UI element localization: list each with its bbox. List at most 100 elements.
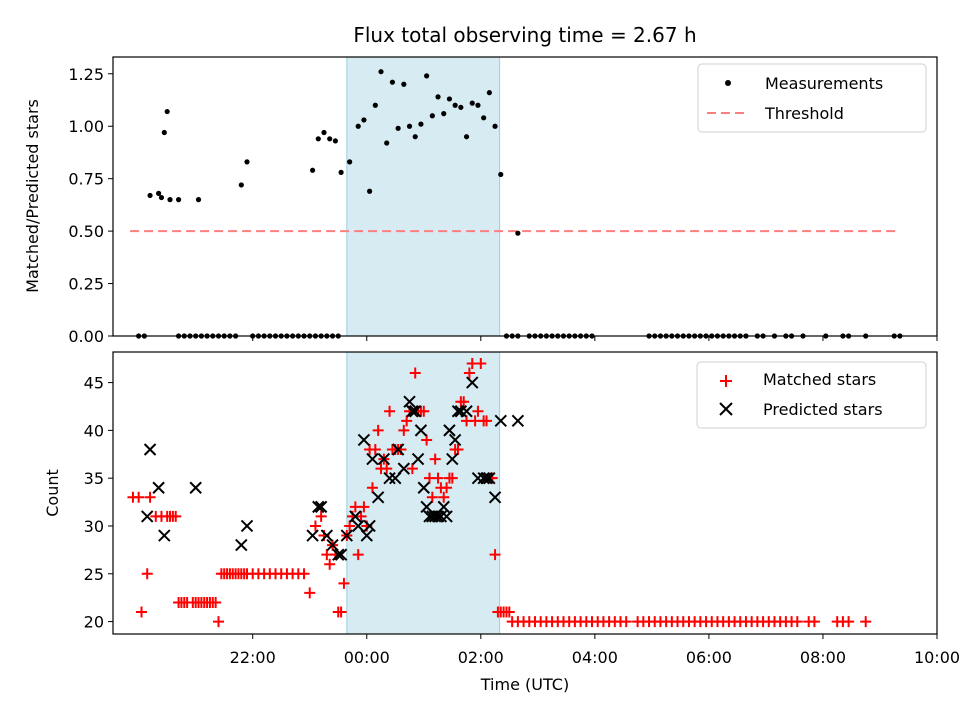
measurement-point <box>161 129 167 136</box>
predicted-star-point <box>332 548 345 561</box>
measurement-point <box>481 115 487 121</box>
matched-star-point <box>144 491 156 503</box>
legend-matched-label: Matched stars <box>763 370 876 389</box>
predicted-star-point <box>189 481 202 494</box>
matched-star-point <box>384 405 396 417</box>
predicted-star-point <box>334 548 348 561</box>
measurement-point <box>244 159 250 165</box>
matched-star-point <box>401 415 413 427</box>
predicted-star-point <box>494 414 507 428</box>
predicted-star-point <box>141 510 154 523</box>
predicted-star-point <box>235 538 248 552</box>
measurement-point <box>195 197 202 203</box>
measurement-point <box>164 108 170 115</box>
matched-star-point <box>358 501 370 513</box>
predicted-star-point <box>349 510 362 523</box>
matched-star-point <box>304 587 316 599</box>
bottom-ytick-label: 45 <box>84 374 104 393</box>
predicted-star-point <box>406 405 419 418</box>
bottom-xtick-label: 04:00 <box>572 648 618 667</box>
bottom-y-axis-label: Count <box>43 469 62 517</box>
predicted-star-point <box>143 443 157 456</box>
matched-star-point <box>438 491 450 503</box>
predicted-star-point <box>152 481 165 494</box>
predicted-star-point <box>366 452 379 466</box>
bottom-xtick-label: 22:00 <box>230 648 276 667</box>
matched-star-point <box>170 510 182 522</box>
top-y-ticks: 0.00 0.25 0.50 0.75 1.00 1.25 <box>68 65 113 346</box>
bottom-xtick-label: 08:00 <box>800 648 846 667</box>
matched-star-point <box>475 357 487 369</box>
matched-star-point <box>481 415 493 427</box>
predicted-star-point <box>363 519 376 533</box>
measurement-point <box>486 90 492 96</box>
predicted-star-point <box>446 452 459 466</box>
top-observing-span <box>346 56 501 337</box>
measurement-point <box>238 182 244 188</box>
measurement-point <box>498 171 504 178</box>
matched-star-point <box>472 405 484 417</box>
measurement-point <box>321 129 327 136</box>
measurement-point <box>458 104 464 110</box>
top-ytick-label: 0.25 <box>68 275 104 294</box>
matched-star-point <box>429 453 441 465</box>
predicted-stars-points <box>141 376 525 561</box>
bottom-xtick-label: 02:00 <box>458 648 504 667</box>
matched-star-point <box>335 606 347 618</box>
top-ytick-label: 0.00 <box>68 327 104 346</box>
predicted-star-point <box>440 510 453 523</box>
predicted-star-point <box>240 519 254 533</box>
measurement-point <box>463 134 470 140</box>
measurement-point <box>361 117 367 123</box>
matched-star-point <box>860 616 872 628</box>
measurement-points <box>147 69 521 236</box>
matched-star-point <box>133 491 145 503</box>
matched-star-point <box>409 367 421 379</box>
predicted-star-point <box>437 500 450 514</box>
predicted-star-point <box>434 510 448 523</box>
legend-predicted-label: Predicted stars <box>763 400 883 419</box>
predicted-star-point <box>158 529 171 542</box>
measurement-point <box>315 136 321 142</box>
predicted-star-point <box>312 500 325 514</box>
predicted-star-point <box>383 471 396 485</box>
bottom-x-ticks: 22:00 00:00 02:00 04:00 06:00 08:00 10:00 <box>230 634 960 667</box>
matched-star-point <box>366 482 378 494</box>
predicted-star-point <box>403 395 416 408</box>
top-y-axis-label: Matched/Predicted stars <box>23 99 42 293</box>
matched-star-point <box>210 596 222 608</box>
matched-star-point <box>344 520 356 532</box>
measurement-point <box>469 100 475 106</box>
matched-star-point <box>381 463 393 475</box>
matched-star-point <box>315 510 327 522</box>
top-ytick-label: 0.50 <box>68 222 104 241</box>
matched-star-point <box>458 396 470 408</box>
measurement-point <box>475 102 481 108</box>
top-ytick-label: 0.75 <box>68 170 104 189</box>
measurement-point <box>378 69 384 75</box>
predicted-star-point <box>488 491 502 504</box>
matched-star-point <box>441 482 453 494</box>
matched-star-point <box>432 472 444 484</box>
measurement-point <box>309 167 316 173</box>
measurement-point <box>332 138 338 144</box>
predicted-star-point <box>460 405 473 418</box>
measurement-point <box>446 96 453 102</box>
predicted-star-point <box>357 433 371 447</box>
top-ytick-label: 1.25 <box>68 65 104 84</box>
bottom-plot-frame <box>112 351 938 635</box>
measurement-point <box>347 159 353 165</box>
top-ytick-label: 1.00 <box>68 117 104 136</box>
top-legend: Measurements Threshold <box>697 63 927 133</box>
legend-threshold-label: Threshold <box>764 104 844 123</box>
matched-star-point <box>212 616 224 628</box>
matched-star-point <box>355 510 367 522</box>
measurement-point <box>389 79 396 85</box>
bottom-ytick-label: 40 <box>84 421 104 440</box>
bottom-xtick-label: 00:00 <box>344 648 390 667</box>
matched-star-point <box>620 616 632 628</box>
legend-measurements-label: Measurements <box>765 74 883 93</box>
measurement-point <box>175 197 182 203</box>
matched-star-point <box>338 577 350 589</box>
